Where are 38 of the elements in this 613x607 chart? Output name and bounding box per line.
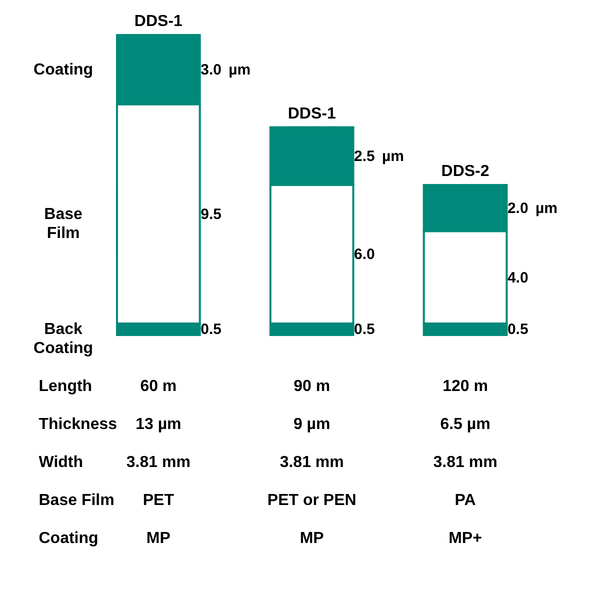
text: 13 µm: [136, 416, 182, 433]
text: 90 m: [294, 378, 330, 395]
series-label: Back Coating: [34, 321, 94, 358]
text: 3.81 mm: [126, 454, 190, 471]
text: 60 m: [140, 378, 177, 395]
data-label: 3.0: [200, 62, 222, 79]
text: 6.5 µm: [440, 416, 490, 433]
text: PA: [454, 492, 476, 509]
x-tick-label: DDS-1: [134, 13, 183, 30]
text: 120 m: [442, 378, 488, 395]
data-label: 6.0: [354, 246, 375, 264]
annotation: µm: [535, 200, 558, 218]
data-label: 0.5: [354, 321, 375, 338]
text: MP: [146, 530, 171, 547]
text: PET: [142, 492, 174, 509]
x-tick-label: DDS-2: [441, 163, 490, 180]
text: Base Film: [38, 492, 114, 509]
text: 3.81 mm: [433, 454, 498, 471]
text: MP: [300, 530, 324, 547]
data-label: 0.5: [200, 321, 222, 338]
text: Thickness: [38, 416, 118, 433]
text: 9 µm: [293, 416, 330, 433]
text: MP+: [448, 530, 482, 547]
annotation: µm: [382, 148, 404, 166]
series-label: Coating: [34, 62, 94, 79]
text: Base Film: [44, 206, 83, 242]
text: Width: [38, 454, 84, 471]
annotation: µm: [228, 62, 251, 79]
x-tick-label: DDS-1: [288, 105, 336, 122]
text: Length: [38, 378, 92, 395]
text: Coating: [38, 530, 98, 547]
data-label: 0.5: [507, 321, 528, 338]
data-label: 2.0: [507, 200, 528, 218]
data-label: 2.5: [354, 148, 375, 166]
data-label: 9.5: [200, 206, 222, 223]
text: 3.81 mm: [280, 454, 344, 471]
text: PET or PEN: [267, 492, 356, 509]
data-label: 4.0: [507, 269, 528, 286]
